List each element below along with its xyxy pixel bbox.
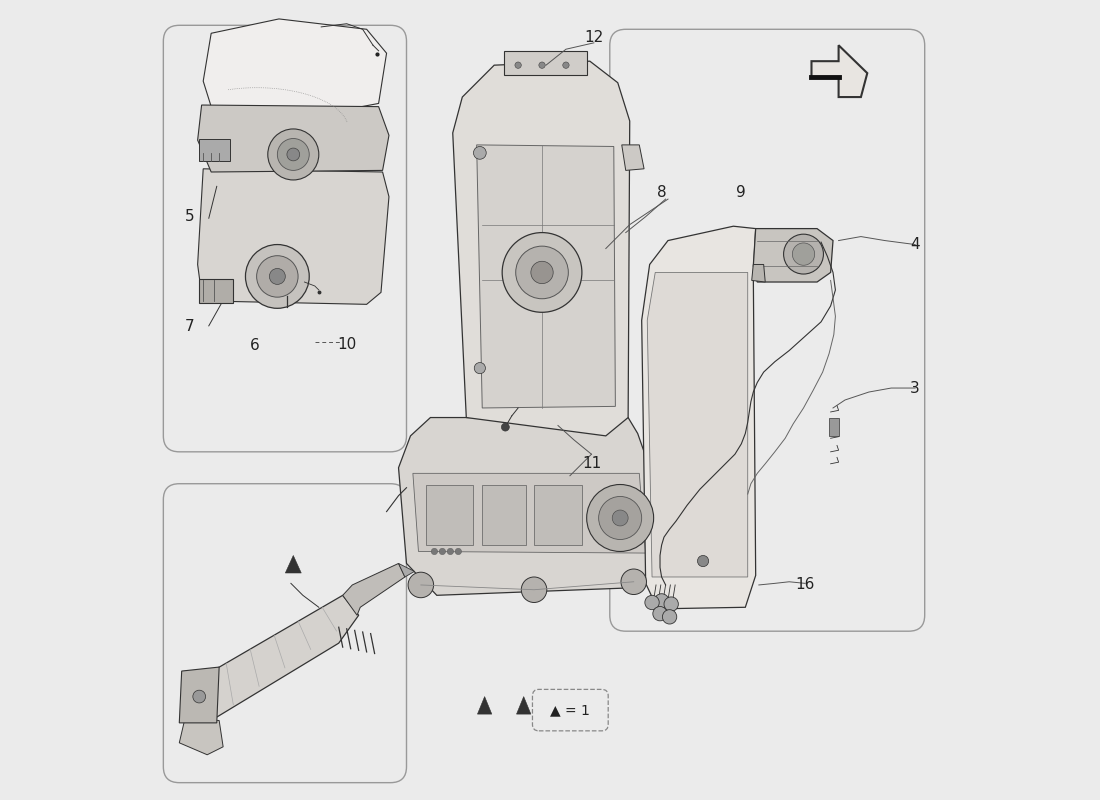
Circle shape <box>277 138 309 170</box>
Circle shape <box>516 246 569 298</box>
Text: 7: 7 <box>185 319 195 334</box>
Circle shape <box>474 362 485 374</box>
Circle shape <box>664 597 679 611</box>
Polygon shape <box>285 555 301 573</box>
Circle shape <box>502 423 509 431</box>
Polygon shape <box>198 105 389 172</box>
Polygon shape <box>453 61 629 436</box>
Circle shape <box>613 510 628 526</box>
Text: 9: 9 <box>737 186 746 200</box>
Circle shape <box>515 62 521 68</box>
Polygon shape <box>754 229 833 282</box>
Circle shape <box>654 594 669 608</box>
FancyBboxPatch shape <box>163 484 407 782</box>
Polygon shape <box>398 563 415 577</box>
Circle shape <box>192 690 206 703</box>
Circle shape <box>245 245 309 308</box>
Bar <box>199 138 230 161</box>
Circle shape <box>563 62 569 68</box>
Polygon shape <box>343 563 405 615</box>
Polygon shape <box>198 169 389 304</box>
Circle shape <box>531 262 553 284</box>
Circle shape <box>408 572 433 598</box>
Circle shape <box>598 497 641 539</box>
Circle shape <box>439 548 446 554</box>
FancyBboxPatch shape <box>532 690 608 731</box>
Polygon shape <box>477 697 492 714</box>
Circle shape <box>586 485 653 551</box>
Text: 3: 3 <box>911 381 920 395</box>
Circle shape <box>697 555 708 566</box>
Polygon shape <box>179 719 223 754</box>
FancyBboxPatch shape <box>609 30 925 631</box>
Polygon shape <box>398 418 660 595</box>
Polygon shape <box>751 265 766 282</box>
Circle shape <box>792 243 815 266</box>
Bar <box>829 418 838 436</box>
Text: 8: 8 <box>657 186 667 200</box>
Circle shape <box>431 548 438 554</box>
Bar <box>199 279 233 302</box>
Text: 12: 12 <box>584 30 604 45</box>
Circle shape <box>621 569 647 594</box>
Circle shape <box>455 548 462 554</box>
Text: 10: 10 <box>337 337 356 352</box>
Circle shape <box>256 256 298 297</box>
Circle shape <box>503 233 582 312</box>
Circle shape <box>645 595 659 610</box>
Text: 16: 16 <box>795 578 815 593</box>
Bar <box>535 486 582 545</box>
Circle shape <box>652 606 668 621</box>
Text: 5: 5 <box>185 209 195 224</box>
Circle shape <box>267 129 319 180</box>
Bar <box>427 486 473 545</box>
Text: ▲ = 1: ▲ = 1 <box>550 703 591 717</box>
Text: 11: 11 <box>582 456 601 471</box>
Circle shape <box>287 148 299 161</box>
Circle shape <box>662 610 676 624</box>
Polygon shape <box>179 667 219 723</box>
Polygon shape <box>812 46 867 97</box>
Polygon shape <box>641 226 756 609</box>
Bar <box>482 486 526 545</box>
Polygon shape <box>647 273 748 577</box>
Circle shape <box>473 146 486 159</box>
Text: 4: 4 <box>911 237 920 252</box>
Polygon shape <box>621 145 645 170</box>
Polygon shape <box>204 19 386 117</box>
Circle shape <box>270 269 285 285</box>
Circle shape <box>448 548 453 554</box>
Polygon shape <box>195 595 359 721</box>
Circle shape <box>783 234 824 274</box>
Circle shape <box>521 577 547 602</box>
Polygon shape <box>476 145 615 408</box>
Polygon shape <box>412 474 646 553</box>
FancyBboxPatch shape <box>163 26 407 452</box>
Text: 6: 6 <box>250 338 260 354</box>
Polygon shape <box>517 697 531 714</box>
Bar <box>504 51 587 74</box>
Circle shape <box>539 62 546 68</box>
